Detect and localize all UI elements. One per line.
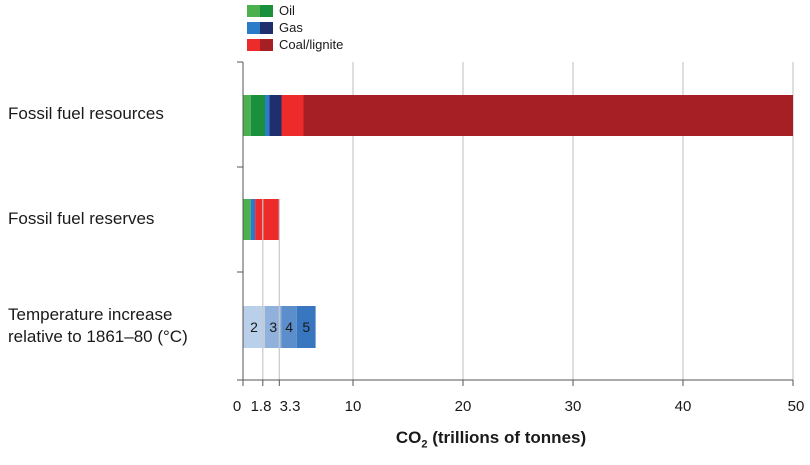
bar-segment: [281, 306, 297, 348]
x-tick-label: 40: [675, 398, 692, 415]
legend-swatch-coal: [247, 39, 273, 51]
category-label-resources: Fossil fuel resources: [8, 103, 164, 125]
x-tick-label: 20: [455, 398, 472, 415]
x-tick-label: 10: [345, 398, 362, 415]
bar-segment: [243, 306, 265, 348]
category-label-line: relative to 1861–80 (°C): [8, 327, 188, 346]
bar-segment: [243, 199, 251, 240]
legend-swatch-oil: [247, 5, 273, 17]
bar-segment: [250, 95, 265, 136]
bar-segment: [250, 199, 256, 240]
bar-segment: [281, 95, 304, 136]
bar-segment: [243, 95, 251, 136]
temperature-label: 2: [250, 319, 258, 335]
bar-segment: [269, 95, 282, 136]
category-label-line: Temperature increase: [8, 305, 173, 324]
legend-swatch-gas: [247, 22, 273, 34]
bar-segment: [296, 306, 316, 348]
category-label-reserves: Fossil fuel reserves: [8, 208, 154, 230]
category-label-line: Fossil fuel resources: [8, 104, 164, 123]
bar-segment: [303, 95, 793, 136]
temperature-label: 5: [302, 319, 310, 335]
x-tick-label: 1.8: [251, 398, 272, 415]
x-tick-label: 3.3: [280, 398, 301, 415]
bar-segment: [265, 95, 270, 136]
category-label-temperature: Temperature increase relative to 1861–80…: [8, 304, 188, 348]
x-tick-label: 0: [233, 398, 241, 415]
x-axis-title: CO2 (trillions of tonnes): [395, 428, 587, 451]
legend-label-coal: Coal/lignite: [279, 37, 344, 52]
x-tick-label: 30: [565, 398, 582, 415]
legend-label-oil: Oil: [279, 3, 295, 18]
temperature-label: 3: [269, 319, 277, 335]
category-label-line: Fossil fuel reserves: [8, 209, 155, 228]
bar-segment: [255, 199, 280, 240]
x-tick-label: 50: [788, 398, 805, 415]
temperature-label: 4: [285, 319, 293, 335]
legend-label-gas: Gas: [279, 20, 303, 35]
bar-segment: [265, 306, 282, 348]
